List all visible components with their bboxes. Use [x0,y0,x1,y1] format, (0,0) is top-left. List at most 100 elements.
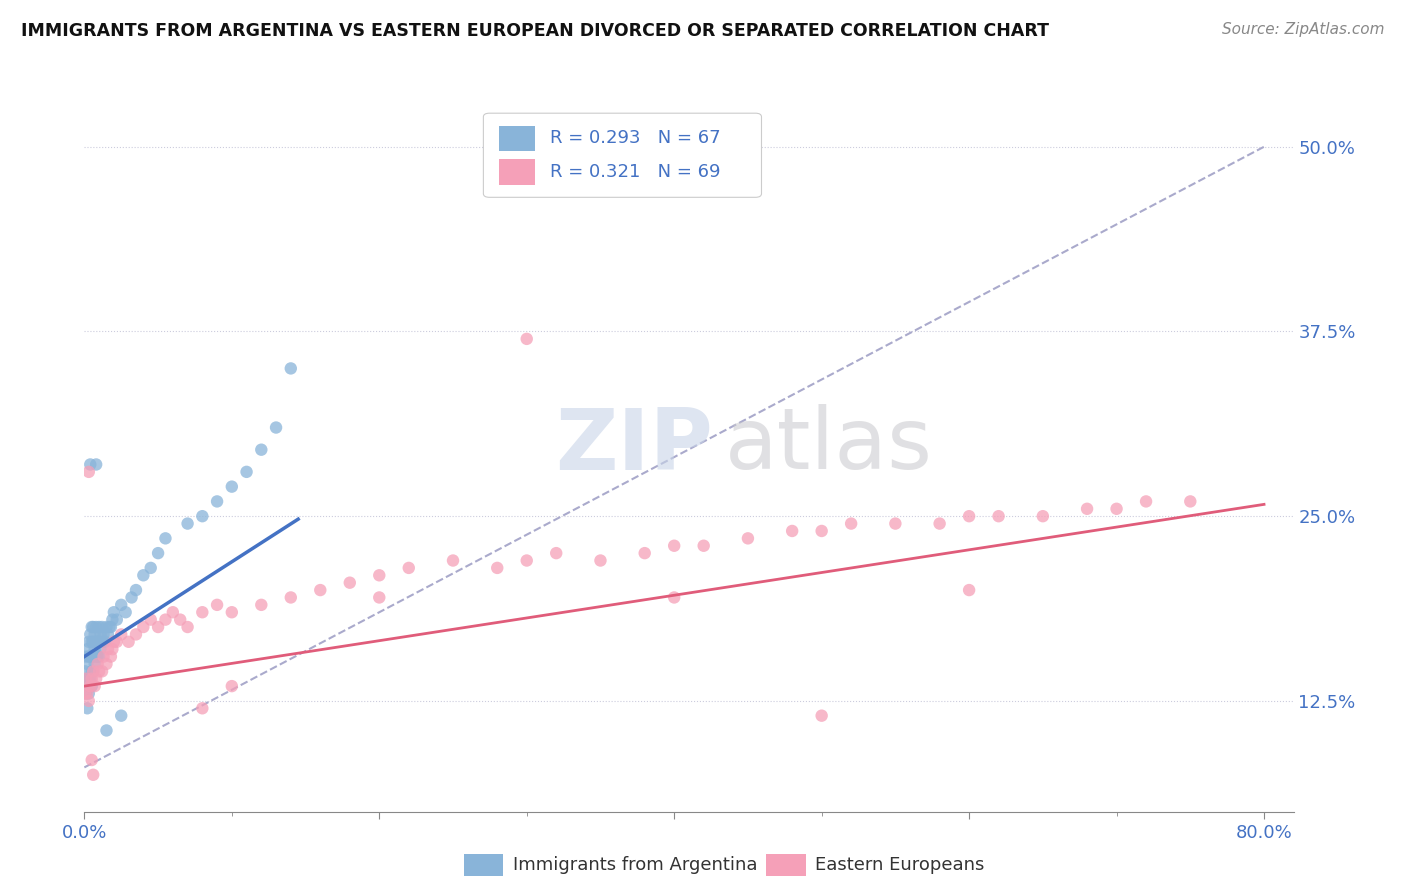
Point [221,480,243,494]
Point [100,649,122,664]
Point [80,679,103,693]
Text: Eastern Europeans: Eastern Europeans [815,856,984,874]
Point [91,620,114,634]
Point [84,672,107,686]
Point [82,620,104,634]
Text: Source: ZipAtlas.com: Source: ZipAtlas.com [1222,22,1385,37]
Point [87,634,110,648]
Point [83,657,105,671]
Point [368,568,391,582]
Point [205,598,228,612]
Point [589,553,612,567]
Point [97,627,120,641]
Point [80,672,103,686]
Point [80,634,103,648]
Point [80,753,103,767]
Point [191,605,214,619]
Point [93,649,115,664]
Point [1032,509,1054,524]
Point [79,649,101,664]
Point [221,679,243,693]
Text: ZIP: ZIP [555,404,713,488]
Point [76,657,98,671]
Point [884,516,907,531]
Point [105,613,128,627]
Point [87,620,110,634]
Point [125,627,148,641]
Point [84,634,107,648]
Point [169,613,191,627]
Point [839,516,862,531]
Point [737,532,759,546]
Point [1135,494,1157,508]
Point [80,665,103,679]
Point [1180,494,1202,508]
Point [928,516,950,531]
Text: R = 0.293   N = 67: R = 0.293 N = 67 [550,129,720,147]
Point [176,516,198,531]
Point [516,332,538,346]
Point [957,509,980,524]
Point [79,627,101,641]
Point [87,649,110,664]
Point [103,634,125,648]
Point [139,561,162,575]
Point [114,605,136,619]
Point [82,768,104,782]
Point [146,620,169,634]
Point [101,642,124,657]
Point [80,620,103,634]
Point [76,701,98,715]
Point [90,627,112,641]
Point [264,420,287,434]
Point [76,642,98,657]
Point [90,642,112,657]
Point [1076,501,1098,516]
Point [77,649,100,664]
Point [82,649,104,664]
Point [82,665,104,679]
Point [664,539,686,553]
Point [77,465,100,479]
Point [162,605,184,619]
Point [83,642,105,657]
Point [191,701,214,715]
Point [91,665,114,679]
Point [250,442,273,457]
Point [77,634,100,648]
Point [810,524,832,538]
Text: Immigrants from Argentina: Immigrants from Argentina [513,856,758,874]
Point [486,561,509,575]
Point [96,657,118,671]
Point [96,723,118,738]
Point [82,665,104,679]
Point [191,509,214,524]
Point [664,591,686,605]
Point [139,613,162,627]
FancyBboxPatch shape [484,113,762,197]
Point [634,546,657,560]
Point [84,458,107,472]
Point [75,649,97,664]
Point [77,672,100,686]
Point [97,642,120,657]
Point [75,665,97,679]
Point [1105,501,1128,516]
Point [80,649,103,664]
Point [155,613,177,627]
Point [75,672,97,686]
Point [98,620,121,634]
Point [79,458,101,472]
Point [309,583,332,598]
Point [110,598,132,612]
Point [516,553,538,567]
Point [368,591,391,605]
Point [339,575,361,590]
Point [235,465,257,479]
Point [280,361,302,376]
Point [132,568,155,582]
Point [110,708,132,723]
Text: R = 0.321   N = 69: R = 0.321 N = 69 [550,163,720,181]
Point [121,591,143,605]
Text: IMMIGRANTS FROM ARGENTINA VS EASTERN EUROPEAN DIVORCED OR SEPARATED CORRELATION : IMMIGRANTS FROM ARGENTINA VS EASTERN EUR… [21,22,1049,40]
